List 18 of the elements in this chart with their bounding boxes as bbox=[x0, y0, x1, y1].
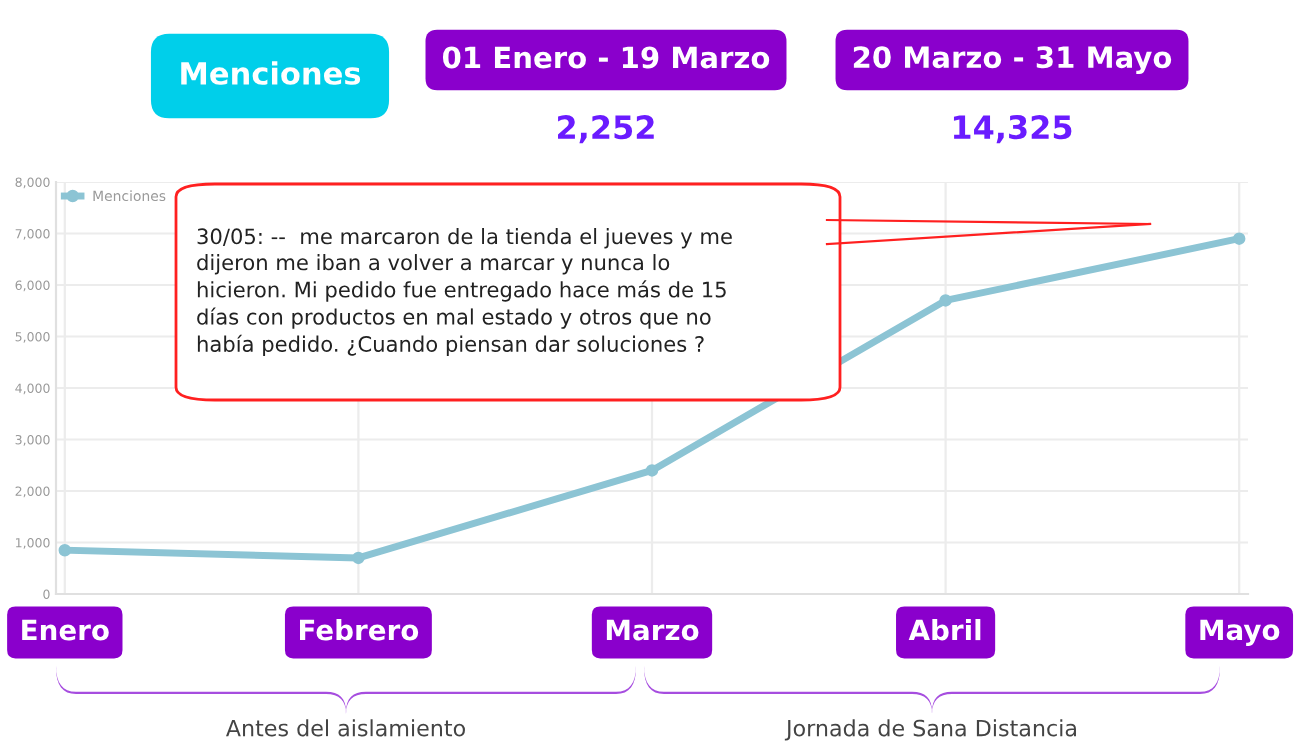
text: Antes del aislamiento bbox=[225, 719, 465, 737]
x-tick-label: Febrero bbox=[300, 619, 419, 641]
text: Jornada de Sana Distancia bbox=[784, 719, 1076, 741]
point bbox=[58, 543, 72, 557]
x-tick-label: Marzo bbox=[606, 619, 699, 641]
point bbox=[645, 464, 659, 477]
point bbox=[352, 551, 365, 565]
point bbox=[1232, 232, 1246, 245]
text: Menciones bbox=[181, 61, 361, 85]
text: 2,252 bbox=[558, 115, 654, 144]
x-tick-label: Enero bbox=[22, 619, 109, 641]
x-tick-label: Abril bbox=[908, 619, 981, 641]
text: 14,325 bbox=[953, 115, 1072, 144]
text: 01 Enero - 19 Marzo bbox=[442, 46, 770, 69]
text: 20 Marzo - 31 Mayo bbox=[853, 46, 1172, 75]
x-tick-label: Mayo bbox=[1200, 619, 1280, 646]
annotation: 30/05: -- me marcaron de la tienda el jueves y me dijeron me iban a volver a marcar y nunca lo hicieron. Mi pedido fue entregado hace más de 15 días con productos en mal estado y otros que no había pedido. ¿Cuando piensan dar soluciones ? bbox=[197, 227, 732, 357]
point bbox=[939, 294, 952, 307]
